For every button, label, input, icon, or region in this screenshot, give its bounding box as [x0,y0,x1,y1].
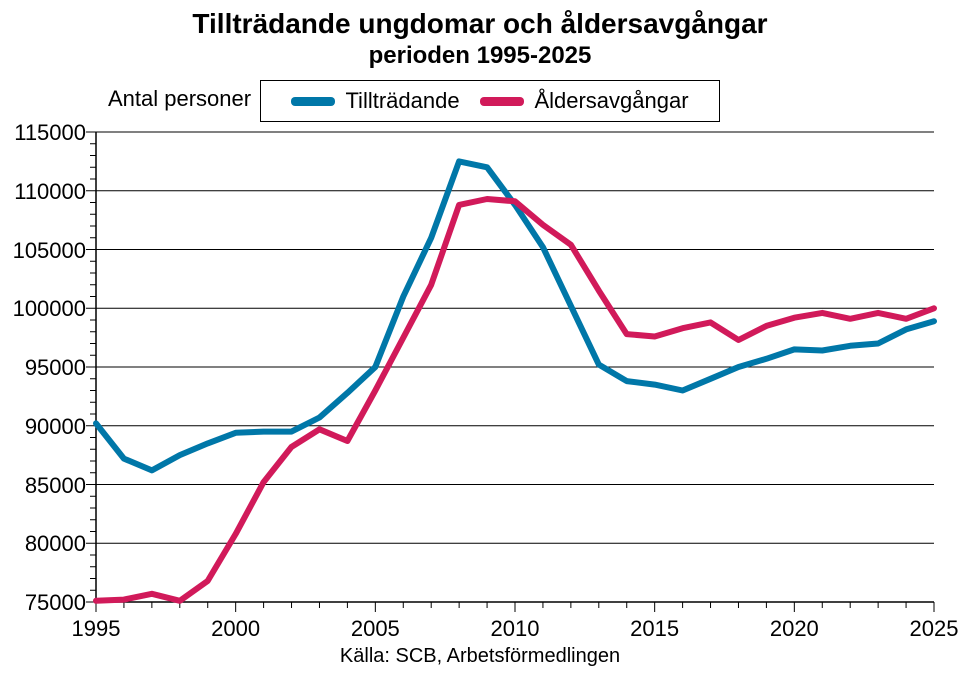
y-tick-label: 95000 [6,355,86,381]
y-tick-label: 80000 [6,531,86,557]
y-tick-label: 100000 [6,296,86,322]
x-tick-label: 2020 [764,616,824,642]
x-tick-label: 1995 [66,616,126,642]
x-tick-label: 2005 [345,616,405,642]
x-tick-label: 2010 [485,616,545,642]
y-tick-label: 110000 [6,179,86,205]
x-tick-label: 2015 [625,616,685,642]
y-tick-label: 85000 [6,473,86,499]
y-tick-label: 105000 [6,238,86,264]
y-tick-label: 115000 [6,120,86,146]
chart-container: Tillträdande ungdomar och åldersavgångar… [0,0,960,674]
y-tick-label: 75000 [6,590,86,616]
x-tick-label: 2000 [206,616,266,642]
y-tick-label: 90000 [6,414,86,440]
chart-plot [0,0,960,674]
chart-source: Källa: SCB, Arbetsförmedlingen [0,645,960,668]
x-tick-label: 2025 [904,616,960,642]
